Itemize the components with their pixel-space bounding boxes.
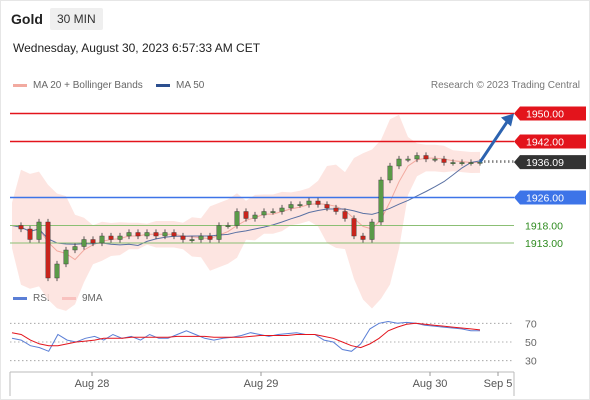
legend-ma50: MA 50 [156, 80, 204, 91]
rsi-swatch-icon [13, 297, 27, 300]
candle-body [324, 204, 330, 209]
candle-body [207, 235, 213, 240]
candle-body [144, 232, 150, 237]
ma50-swatch-icon [156, 84, 170, 87]
candle-body [234, 211, 240, 226]
candle-body [180, 235, 186, 240]
price-label-1942.00: 1942.00 [526, 137, 564, 149]
candle-body [297, 204, 303, 206]
candle-body [306, 200, 312, 205]
candle-body [243, 211, 249, 219]
candle-body [63, 249, 69, 265]
candle-body [450, 162, 456, 164]
candle-body [423, 155, 429, 160]
candle-body [90, 239, 96, 244]
candle-body [441, 158, 447, 163]
candle-body [315, 200, 321, 205]
price-label-1913.00: 1913.00 [525, 238, 563, 250]
candle-body [36, 221, 42, 240]
candle-body [432, 158, 438, 161]
candle-body [153, 232, 159, 237]
rsi-tick-label-70: 70 [525, 318, 537, 330]
series-line-9ma [11, 322, 481, 349]
rsi-tick-label-50: 50 [525, 337, 537, 349]
candle-body [468, 162, 474, 164]
legend-rsi-label: RSI [33, 293, 50, 304]
price-tag-1926.00 [514, 190, 586, 205]
candle-body [171, 232, 177, 237]
candle-body [369, 221, 375, 240]
candle-body [252, 214, 258, 219]
candle-body [18, 225, 24, 230]
candle-body [270, 211, 276, 213]
timeframe-badge[interactable]: 30 MIN [50, 8, 103, 30]
candle-body [342, 211, 348, 219]
candle-body [99, 235, 105, 244]
projection-arrow-shaft [478, 119, 510, 164]
candle-body [351, 218, 357, 237]
candle-body [333, 207, 339, 212]
legend-rsi: RSI [13, 293, 50, 304]
series-line-rsi [11, 320, 480, 352]
candle-body [414, 155, 420, 160]
price-label-1926.00: 1926.00 [526, 193, 564, 205]
candle-body [261, 211, 267, 216]
instrument-title: Gold [11, 11, 43, 27]
candle-body [288, 204, 294, 209]
x-tick-label-sep-5: Sep 5 [484, 378, 513, 390]
candle-body [396, 158, 402, 167]
candle-body [27, 228, 33, 240]
projection-arrow-head-icon [501, 113, 514, 127]
candle-body [216, 225, 222, 240]
candle-body [54, 263, 60, 279]
candle-body [126, 232, 132, 237]
candle-body [108, 235, 114, 240]
legend-ma50-label: MA 50 [176, 80, 205, 91]
x-tick-label-aug-29: Aug 29 [244, 378, 279, 390]
x-tick-label-aug-28: Aug 28 [75, 378, 110, 390]
candle-body [81, 239, 87, 247]
price-label-1918.00: 1918.00 [525, 221, 563, 233]
x-tick-label-aug-30: Aug 30 [413, 378, 448, 390]
candle-body [189, 239, 195, 241]
candle-body [378, 179, 384, 223]
rsi-tick-label-30: 30 [525, 356, 537, 368]
legend-ma20-label: MA 20 + Bollinger Bands [33, 80, 143, 91]
candle-body [72, 246, 78, 251]
candle-body [162, 232, 168, 237]
price-label-1950.00: 1950.00 [526, 109, 564, 121]
candle-body [198, 235, 204, 240]
ma50-line [11, 160, 481, 247]
legend-ma20: MA 20 + Bollinger Bands [13, 80, 143, 91]
candle-body [387, 165, 393, 181]
price-tag-1936.09 [514, 155, 586, 170]
candle-body [117, 235, 123, 240]
candle-body [360, 235, 366, 240]
price-tag-1950.00 [514, 106, 586, 121]
candle-body [405, 158, 411, 161]
candle-body [45, 221, 51, 279]
ma20-swatch-icon [13, 84, 27, 87]
price-tag-1942.00 [514, 134, 586, 149]
candle-body [225, 225, 231, 227]
candle-body [135, 232, 141, 237]
candle-body [459, 162, 465, 164]
price-label-1936.09: 1936.09 [526, 157, 564, 169]
credit-text: Research © 2023 Trading Central [430, 80, 580, 91]
timestamp: Wednesday, August 30, 2023 6:57:33 AM CE… [13, 41, 261, 55]
legend-9ma-label: 9MA [82, 293, 103, 304]
candle-body [279, 207, 285, 212]
